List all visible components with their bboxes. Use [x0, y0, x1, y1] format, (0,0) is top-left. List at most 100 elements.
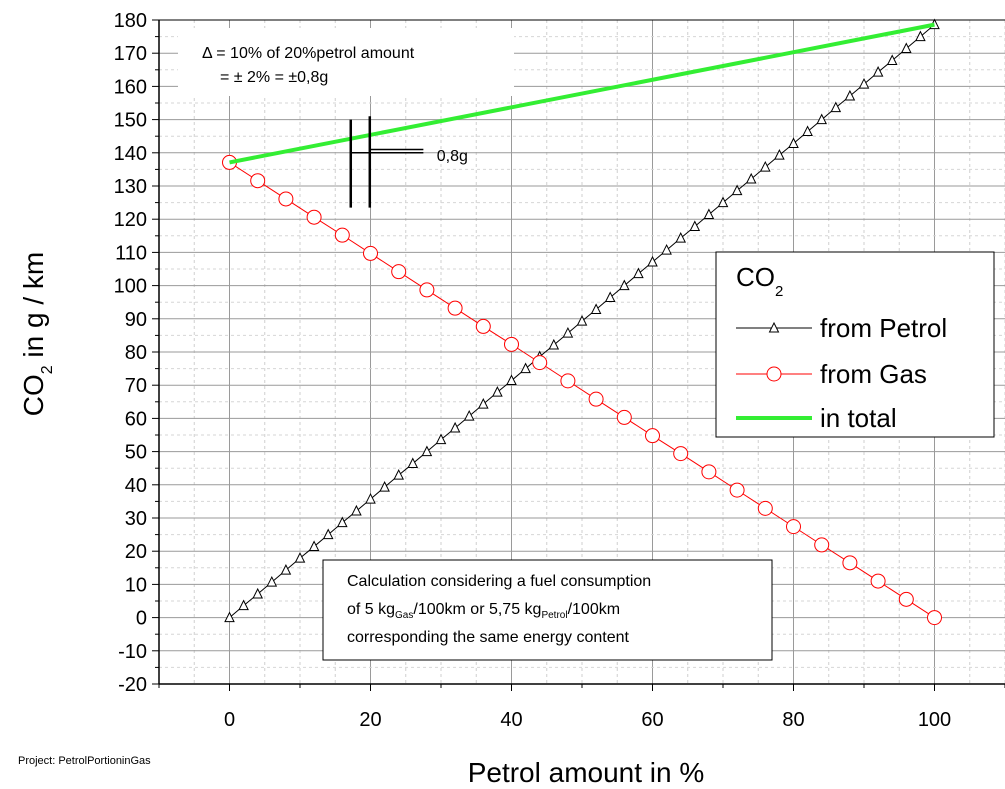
y-tick-label: 90	[125, 309, 147, 331]
legend-gas-marker	[766, 366, 782, 382]
delta-marker-label: 0,8g	[437, 148, 468, 165]
delta-line-1: Δ = 10% of 20%petrol amount	[202, 45, 415, 62]
info-line-2-sub-gas: Gas	[395, 610, 413, 621]
y-axis-label-main: CO	[18, 374, 49, 416]
y-tick-label: 150	[114, 110, 147, 132]
y-tick-label: 100	[114, 276, 147, 298]
data-point-from-petrol	[872, 66, 884, 77]
y-tick-label: 180	[114, 10, 147, 32]
data-point-from-petrol	[774, 149, 785, 160]
data-point-from-gas	[532, 355, 548, 371]
data-point-from-petrol	[365, 492, 376, 504]
data-point-from-petrol	[633, 267, 644, 279]
info-line-3: corresponding the same energy content	[347, 629, 630, 646]
data-point-from-petrol	[618, 279, 630, 291]
data-point-from-petrol	[294, 552, 306, 563]
data-point-from-petrol	[308, 540, 320, 552]
data-point-from-petrol	[675, 232, 687, 243]
x-tick-label: 40	[500, 709, 522, 731]
y-axis-label: CO2 in g / km	[18, 252, 56, 417]
info-line-2-b: /100km or 5,75 kg	[413, 601, 541, 618]
ticks: -20-100102030405060708090100110120130140…	[114, 10, 1005, 731]
info-annotation: Calculation considering a fuel consumpti…	[322, 559, 773, 661]
y-tick-label: 80	[125, 342, 147, 364]
info-line-2: of 5 kgGas/100km or 5,75 kgPetrol/100km	[347, 601, 620, 621]
data-point-from-gas	[673, 446, 689, 462]
data-point-from-gas	[588, 391, 604, 407]
data-point-from-petrol	[336, 516, 348, 528]
data-point-from-petrol	[351, 504, 362, 516]
data-point-from-gas	[334, 227, 350, 243]
data-point-from-petrol	[731, 184, 743, 196]
legend-title-sub: 2	[775, 283, 783, 300]
data-point-from-petrol	[830, 101, 842, 113]
y-tick-label: 120	[114, 209, 147, 231]
y-tick-label: 170	[114, 43, 147, 65]
data-point-from-petrol	[520, 362, 531, 374]
delta-annotation: Δ = 10% of 20%petrol amount = ± 2% = ±0,…	[178, 28, 514, 96]
data-point-from-gas	[870, 573, 886, 589]
series-layer	[222, 18, 942, 626]
legend-title-main: CO	[736, 262, 775, 292]
data-point-from-gas	[729, 482, 745, 498]
data-point-from-gas	[560, 373, 576, 389]
x-axis-label: Petrol amount in %	[468, 757, 705, 788]
data-point-from-petrol	[238, 599, 249, 611]
data-point-from-petrol	[463, 409, 475, 421]
info-line-1: Calculation considering a fuel consumpti…	[347, 573, 651, 590]
delta-line-2: = ± 2% = ±0,8g	[220, 69, 328, 86]
data-point-from-petrol	[858, 77, 870, 89]
data-point-from-petrol	[647, 255, 658, 267]
data-point-from-petrol	[844, 89, 856, 101]
data-point-from-petrol	[576, 315, 588, 326]
y-tick-label: 130	[114, 176, 147, 198]
x-tick-label: 20	[359, 709, 381, 731]
data-point-from-petrol	[590, 303, 602, 315]
y-tick-label: 40	[125, 475, 147, 497]
data-point-from-petrol	[886, 54, 898, 66]
data-point-from-petrol	[717, 196, 729, 208]
info-line-2-c: /100km	[568, 601, 620, 618]
data-point-from-petrol	[280, 564, 292, 575]
data-point-from-gas	[927, 610, 942, 626]
x-tick-label: 0	[224, 709, 235, 731]
legend-box	[715, 251, 995, 438]
data-point-from-gas	[504, 336, 519, 352]
data-point-from-petrol	[604, 291, 616, 303]
y-tick-label: 160	[114, 76, 147, 98]
info-line-2-sub-petrol: Petrol	[541, 610, 567, 621]
legend-entry-total: in total	[820, 403, 897, 433]
y-tick-label: 110	[115, 242, 147, 264]
data-point-from-petrol	[477, 398, 489, 409]
data-point-from-gas	[616, 409, 632, 425]
y-tick-label: -10	[118, 641, 147, 663]
y-tick-label: 60	[125, 408, 147, 430]
x-tick-label: 100	[918, 709, 951, 731]
legend-title: CO2	[736, 262, 783, 300]
data-point-from-petrol	[759, 160, 771, 172]
y-axis-label-sub: 2	[39, 365, 56, 374]
project-footer: Project: PetrolPortioninGas	[18, 755, 151, 767]
data-point-from-petrol	[562, 326, 574, 338]
data-point-from-gas	[786, 519, 801, 535]
legend-entry-petrol: from Petrol	[820, 313, 947, 343]
data-point-from-petrol	[322, 528, 334, 540]
y-tick-label: 140	[114, 143, 147, 165]
legend-entry-gas: from Gas	[820, 359, 927, 389]
data-point-from-gas	[278, 191, 294, 207]
legend-petrol-marker	[768, 321, 780, 333]
data-point-from-gas	[757, 500, 773, 516]
data-point-from-petrol	[745, 172, 757, 184]
data-point-from-petrol	[816, 113, 828, 125]
data-point-from-petrol	[224, 611, 235, 623]
data-point-from-petrol	[788, 137, 799, 149]
data-point-from-petrol	[435, 433, 447, 445]
data-point-from-gas	[419, 282, 435, 298]
y-tick-label: 0	[136, 608, 147, 630]
data-point-from-gas	[363, 245, 378, 261]
y-tick-label: 10	[125, 574, 147, 596]
data-point-from-petrol	[900, 42, 912, 54]
data-point-from-gas	[645, 428, 660, 444]
data-point-from-petrol	[449, 421, 461, 433]
data-point-from-gas	[391, 264, 407, 280]
